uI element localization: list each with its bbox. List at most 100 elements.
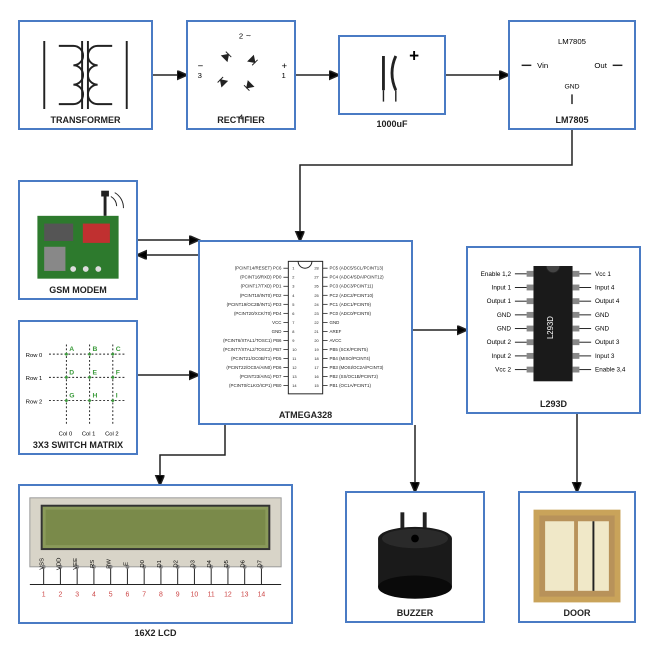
buzzer-label: BUZZER (397, 608, 434, 618)
svg-text:C: C (116, 346, 121, 353)
svg-text:D7: D7 (257, 560, 263, 568)
rectifier-block: 2~ 4~ 3− 1+ RECTIFIER (186, 20, 296, 130)
svg-text:23: 23 (314, 311, 318, 316)
l293d-block: L293DEnable 1,2Vcc 1Input 1Input 4Output… (466, 246, 641, 414)
svg-text:3: 3 (75, 591, 79, 598)
transformer-block: TRANSFORMER (18, 20, 153, 130)
svg-text:Output 4: Output 4 (595, 298, 620, 305)
svg-text:Row 1: Row 1 (26, 376, 42, 382)
svg-text:6: 6 (292, 311, 294, 316)
svg-text:PB2 (SS/OC1B/PCINT2): PB2 (SS/OC1B/PCINT2) (330, 374, 379, 379)
svg-text:Col 0: Col 0 (59, 431, 73, 437)
svg-text:14: 14 (292, 383, 297, 388)
switch-matrix-icon: Row 0Row 1Row 2Col 0Col 1Col 2ABCDEFGHI (20, 322, 136, 453)
svg-text:PB4 (MISO/PCINT4): PB4 (MISO/PCINT4) (330, 356, 371, 361)
svg-text:PC3 (ADC3/PCINT11): PC3 (ADC3/PCINT11) (330, 284, 374, 289)
switch-matrix-block: Row 0Row 1Row 2Col 0Col 1Col 2ABCDEFGHI … (18, 320, 138, 455)
svg-text:VEE: VEE (73, 558, 79, 570)
svg-text:2: 2 (58, 591, 62, 598)
svg-text:D1: D1 (157, 560, 163, 568)
svg-text:Vcc 2: Vcc 2 (495, 367, 511, 374)
door-label: DOOR (564, 608, 591, 618)
svg-text:D: D (69, 369, 74, 376)
svg-text:17: 17 (314, 365, 318, 370)
svg-text:VCC: VCC (272, 320, 282, 325)
svg-text:(PCINT6/XTAL1/TOSC1) PB6: (PCINT6/XTAL1/TOSC1) PB6 (223, 338, 282, 343)
svg-text:6: 6 (126, 591, 130, 598)
svg-text:G: G (69, 393, 74, 400)
svg-text:PB5 (SCK/PCINT5): PB5 (SCK/PCINT5) (330, 347, 369, 352)
svg-text:11: 11 (292, 356, 296, 361)
svg-text:GND: GND (564, 84, 579, 91)
svg-text:(PCINT21/OC0B/T1) PD5: (PCINT21/OC0B/T1) PD5 (231, 356, 282, 361)
svg-text:−: − (198, 61, 204, 72)
svg-text:Input 1: Input 1 (492, 284, 512, 291)
buzzer-icon (347, 493, 483, 621)
svg-text:24: 24 (314, 302, 319, 307)
svg-text:3: 3 (198, 71, 202, 80)
svg-text:Vin: Vin (537, 61, 548, 70)
svg-text:D0: D0 (140, 559, 146, 567)
svg-text:+: + (281, 61, 287, 72)
lm7805-label: LM7805 (555, 115, 588, 125)
svg-text:E: E (93, 369, 98, 376)
svg-text:(PCINT22/OC0A/AIN0) PD6: (PCINT22/OC0A/AIN0) PD6 (226, 365, 282, 370)
svg-text:1: 1 (281, 71, 285, 80)
svg-text:22: 22 (314, 320, 318, 325)
svg-text:VDD: VDD (56, 558, 62, 570)
svg-text:(PCINT17/TXD) PD1: (PCINT17/TXD) PD1 (241, 284, 282, 289)
svg-text:D6: D6 (241, 559, 247, 567)
svg-text:PC5 (ADC5/SCL/PCINT13): PC5 (ADC5/SCL/PCINT13) (330, 266, 384, 271)
svg-text:GND: GND (497, 312, 512, 319)
svg-text:7: 7 (142, 591, 146, 598)
svg-text:13: 13 (292, 374, 296, 379)
svg-text:GND: GND (497, 325, 512, 332)
svg-text:16: 16 (314, 374, 318, 379)
svg-text:RW: RW (107, 559, 113, 569)
rectifier-icon: 2~ 4~ 3− 1+ (188, 22, 294, 128)
svg-text:GND: GND (330, 320, 340, 325)
svg-text:26: 26 (314, 284, 318, 289)
svg-text:(PCINT16/RXD) PD0: (PCINT16/RXD) PD0 (240, 275, 282, 280)
svg-text:20: 20 (314, 338, 319, 343)
svg-text:Output 1: Output 1 (487, 298, 512, 305)
svg-text:1: 1 (42, 591, 46, 598)
svg-text:14: 14 (258, 591, 266, 598)
svg-text:GND: GND (272, 329, 282, 334)
atmega-label: ATMEGA328 (279, 410, 332, 420)
svg-text:PB1 (OC1A/PCINT1): PB1 (OC1A/PCINT1) (330, 383, 372, 388)
svg-text:Col 2: Col 2 (105, 431, 119, 437)
lm7805-top-text: LM7805 (558, 37, 586, 46)
atmega-icon: (PCINT14/RESET) PC61PC5 (ADC5/SCL/PCINT1… (200, 242, 411, 423)
door-icon (520, 493, 634, 621)
svg-text:13: 13 (241, 591, 249, 598)
svg-text:(PCINT0/CLKO/ICP1) PB0: (PCINT0/CLKO/ICP1) PB0 (229, 383, 282, 388)
svg-text:Enable 1,2: Enable 1,2 (481, 271, 512, 278)
svg-text:12: 12 (292, 365, 296, 370)
capacitor-label: 1000uF (376, 119, 407, 129)
svg-text:25: 25 (314, 293, 319, 298)
svg-text:(PCINT14/RESET) PC6: (PCINT14/RESET) PC6 (235, 266, 282, 271)
capacitor-icon: + (340, 37, 444, 113)
svg-text:8: 8 (159, 591, 163, 598)
lcd-block: VSS1VDD2VEE3RS4RW5E6D07D18D29D310D411D51… (18, 484, 293, 624)
svg-text:GND: GND (595, 325, 610, 332)
lm7805-block: LM7805 Vin Out GND LM7805 (508, 20, 636, 130)
svg-text:H: H (93, 393, 98, 400)
lm7805-icon: LM7805 Vin Out GND (510, 22, 634, 128)
svg-text:PC2 (ADC2/PCINT10): PC2 (ADC2/PCINT10) (330, 293, 374, 298)
svg-text:4: 4 (292, 293, 295, 298)
svg-text:PB3 (MOSI/OC2A/PCINT3): PB3 (MOSI/OC2A/PCINT3) (330, 365, 384, 370)
svg-text:+: + (409, 47, 419, 66)
svg-text:2: 2 (239, 31, 243, 40)
svg-text:(PCINT23/AIN1) PD7: (PCINT23/AIN1) PD7 (240, 374, 282, 379)
svg-text:5: 5 (109, 591, 113, 598)
svg-text:(PCINT19/OC2B/INT1) PD3: (PCINT19/OC2B/INT1) PD3 (227, 302, 282, 307)
svg-text:9: 9 (292, 338, 294, 343)
svg-text:11: 11 (208, 591, 215, 598)
l293d-label: L293D (540, 399, 567, 409)
svg-text:19: 19 (314, 347, 318, 352)
svg-text:Row 0: Row 0 (26, 353, 42, 359)
svg-text:D2: D2 (174, 560, 180, 568)
transformer-label: TRANSFORMER (51, 115, 121, 125)
